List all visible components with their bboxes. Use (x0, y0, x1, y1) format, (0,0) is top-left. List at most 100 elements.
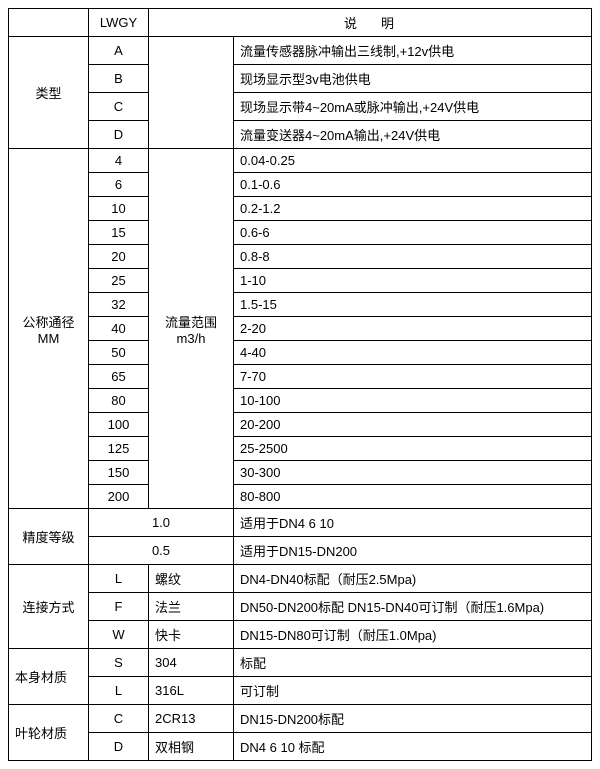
connection-name: 螺纹 (149, 565, 234, 593)
dn-range: 7-70 (234, 365, 592, 389)
dn-row: 公称通径 MM 4 流量范围 m3/h 0.04-0.25 (9, 149, 592, 173)
dn-range: 0.6-6 (234, 221, 592, 245)
accuracy-label: 精度等级 (9, 509, 89, 565)
impeller-material-name: 2CR13 (149, 705, 234, 733)
impeller-material-code: C (89, 705, 149, 733)
type-row: C 现场显示带4~20mA或脉冲输出,+24V供电 (9, 93, 592, 121)
type-label: 类型 (9, 37, 89, 149)
impeller-material-row: D 双相钢 DN4 6 10 标配 (9, 733, 592, 761)
body-material-code: L (89, 677, 149, 705)
header-row: LWGY 说明 (9, 9, 592, 37)
dn-row: 321.5-15 (9, 293, 592, 317)
dn-code: 125 (89, 437, 149, 461)
dn-range: 80-800 (234, 485, 592, 509)
dn-code: 65 (89, 365, 149, 389)
dn-range-unit: m3/h (177, 331, 206, 346)
impeller-material-desc: DN4 6 10 标配 (234, 733, 592, 761)
impeller-material-code: D (89, 733, 149, 761)
type-desc: 现场显示带4~20mA或脉冲输出,+24V供电 (234, 93, 592, 121)
dn-range: 0.04-0.25 (234, 149, 592, 173)
impeller-material-label: 叶轮材质 (9, 705, 89, 761)
dn-label: 公称通径 MM (9, 149, 89, 509)
dn-row: 200 80-800 (9, 485, 592, 509)
body-material-label: 本身材质 (9, 649, 89, 705)
dn-code: 6 (89, 173, 149, 197)
type-code: C (89, 93, 149, 121)
type-row: D 流量变送器4~20mA输出,+24V供电 (9, 121, 592, 149)
dn-row: 25 1-10 (9, 269, 592, 293)
dn-row: 6 0.1-0.6 (9, 173, 592, 197)
type-desc: 流量传感器脉冲输出三线制,+12v供电 (234, 37, 592, 65)
connection-desc: DN15-DN80可订制（耐压1.0Mpa) (234, 621, 592, 649)
dn-row: 125 25-2500 (9, 437, 592, 461)
dn-row: 50 4-40 (9, 341, 592, 365)
header-lwgy: LWGY (89, 9, 149, 37)
connection-label: 连接方式 (9, 565, 89, 649)
dn-range: 0.1-0.6 (234, 173, 592, 197)
accuracy-val: 1.0 (89, 509, 234, 537)
type-row: B 现场显示型3v电池供电 (9, 65, 592, 93)
body-material-desc: 标配 (234, 649, 592, 677)
impeller-material-name: 双相钢 (149, 733, 234, 761)
dn-range: 0.8-8 (234, 245, 592, 269)
dn-code: 200 (89, 485, 149, 509)
dn-code: 20 (89, 245, 149, 269)
connection-row: W 快卡 DN15-DN80可订制（耐压1.0Mpa) (9, 621, 592, 649)
connection-name: 法兰 (149, 593, 234, 621)
body-material-name: 316L (149, 677, 234, 705)
dn-code: 25 (89, 269, 149, 293)
dn-range-label: 流量范围 m3/h (149, 149, 234, 509)
dn-row: 20 0.8-8 (9, 245, 592, 269)
dn-code: 80 (89, 389, 149, 413)
dn-range: 25-2500 (234, 437, 592, 461)
body-material-row: L 316L 可订制 (9, 677, 592, 705)
type-mid-blank (149, 37, 234, 149)
type-code: B (89, 65, 149, 93)
connection-row: F 法兰 DN50-DN200标配 DN15-DN40可订制（耐压1.6Mpa) (9, 593, 592, 621)
dn-range: 4-40 (234, 341, 592, 365)
dn-code: 40 (89, 317, 149, 341)
dn-code: 10 (89, 197, 149, 221)
dn-row: 10 0.2-1.2 (9, 197, 592, 221)
dn-range: 2-20 (234, 317, 592, 341)
type-desc: 现场显示型3v电池供电 (234, 65, 592, 93)
accuracy-row: 0.5 适用于DN15-DN200 (9, 537, 592, 565)
header-desc: 说明 (149, 9, 592, 37)
body-material-desc: 可订制 (234, 677, 592, 705)
dn-row: 80 10-100 (9, 389, 592, 413)
dn-code: 150 (89, 461, 149, 485)
type-code: A (89, 37, 149, 65)
connection-code: F (89, 593, 149, 621)
dn-code: 32 (89, 293, 149, 317)
accuracy-desc: 适用于DN15-DN200 (234, 537, 592, 565)
dn-range: 20-200 (234, 413, 592, 437)
connection-desc: DN50-DN200标配 DN15-DN40可订制（耐压1.6Mpa) (234, 593, 592, 621)
type-row: 类型 A 流量传感器脉冲输出三线制,+12v供电 (9, 37, 592, 65)
connection-code: L (89, 565, 149, 593)
impeller-material-row: 叶轮材质 C 2CR13 DN15-DN200标配 (9, 705, 592, 733)
dn-range: 10-100 (234, 389, 592, 413)
impeller-material-desc: DN15-DN200标配 (234, 705, 592, 733)
dn-row: 15 0.6-6 (9, 221, 592, 245)
dn-code: 50 (89, 341, 149, 365)
spec-table: LWGY 说明 类型 A 流量传感器脉冲输出三线制,+12v供电 B 现场显示型… (8, 8, 592, 761)
dn-row: 40 2-20 (9, 317, 592, 341)
dn-range: 30-300 (234, 461, 592, 485)
dn-label-1: 公称通径 (22, 315, 74, 330)
body-material-code: S (89, 649, 149, 677)
connection-desc: DN4-DN40标配（耐压2.5Mpa) (234, 565, 592, 593)
body-material-row: 本身材质 S 304 标配 (9, 649, 592, 677)
dn-row: 65 7-70 (9, 365, 592, 389)
dn-range: 0.2-1.2 (234, 197, 592, 221)
connection-code: W (89, 621, 149, 649)
accuracy-desc: 适用于DN4 6 10 (234, 509, 592, 537)
dn-range-label-1: 流量范围 (165, 315, 217, 330)
dn-range: 1-10 (234, 269, 592, 293)
dn-code: 4 (89, 149, 149, 173)
type-desc: 流量变送器4~20mA输出,+24V供电 (234, 121, 592, 149)
dn-code: 15 (89, 221, 149, 245)
connection-name: 快卡 (149, 621, 234, 649)
dn-label-2: MM (38, 331, 60, 346)
connection-row: 连接方式 L 螺纹 DN4-DN40标配（耐压2.5Mpa) (9, 565, 592, 593)
body-material-name: 304 (149, 649, 234, 677)
